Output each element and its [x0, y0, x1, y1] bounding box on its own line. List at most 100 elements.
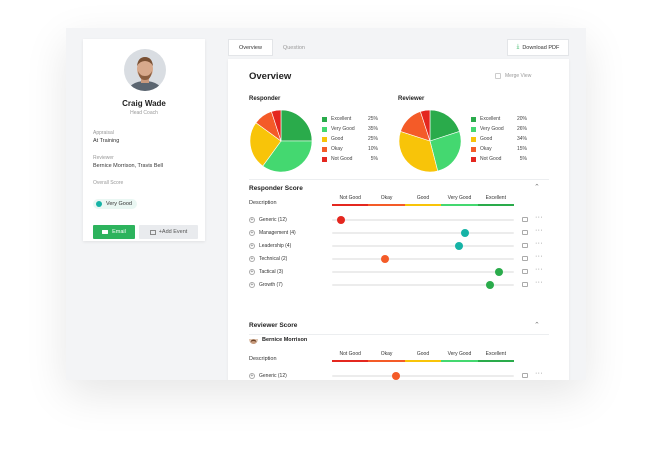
app-window: Craig Wade Head Coach Appraisal At Train… — [66, 28, 586, 380]
score-row: + Growth (7) ··· — [249, 279, 549, 289]
score-track — [332, 229, 514, 237]
reviewer-legend: Excellent 20% Very Good 26% Good 34% Okay 15% No… — [471, 116, 527, 166]
more-options-icon[interactable]: ··· — [535, 227, 543, 234]
divider — [249, 334, 549, 335]
scale-label: Excellent — [485, 195, 506, 201]
legend-swatch — [322, 136, 327, 142]
responder-pie-slice-excellent — [280, 109, 313, 142]
expand-plus-icon[interactable]: + — [249, 217, 255, 223]
profile-role: Head Coach — [130, 110, 158, 116]
more-options-icon[interactable]: ··· — [535, 266, 543, 273]
download-pdf-button[interactable]: ⤓ Download PDF — [507, 39, 569, 56]
overall-score-badge: Very Good — [93, 199, 137, 209]
comment-icon[interactable] — [522, 256, 528, 261]
score-row-label: Tactical (3) — [259, 269, 284, 275]
expand-plus-icon[interactable]: + — [249, 282, 255, 288]
score-track — [332, 216, 514, 224]
legend-value: 20% — [516, 116, 527, 122]
legend-value: 34% — [516, 136, 527, 142]
responder-pie-title: Responder — [249, 96, 281, 102]
score-track — [332, 372, 514, 380]
more-options-icon[interactable]: ··· — [535, 253, 543, 260]
reviewer-name: Bernice Morrison — [262, 337, 308, 343]
reviewer-pie-slice-very-good — [429, 131, 462, 172]
download-icon: ⤓ — [516, 44, 520, 50]
scale-label: Okay — [380, 195, 393, 201]
comment-icon[interactable] — [522, 373, 528, 378]
scale-label: Good — [416, 351, 430, 357]
score-marker[interactable] — [495, 268, 504, 276]
legend-value: 15% — [516, 146, 527, 152]
collapse-responder-chevron-up-icon[interactable]: ⌃ — [534, 184, 540, 191]
email-button[interactable]: Email — [93, 225, 135, 239]
score-marker[interactable] — [380, 255, 389, 263]
legend-swatch — [322, 156, 327, 162]
appraisal-value: At Training — [93, 138, 120, 144]
score-row-label: Generic (12) — [259, 217, 287, 223]
more-options-icon[interactable]: ··· — [535, 214, 543, 221]
more-options-icon[interactable]: ··· — [535, 240, 543, 247]
score-marker[interactable] — [391, 372, 400, 380]
merge-view-toggle[interactable]: Merge View — [495, 73, 531, 79]
score-dot-icon — [96, 201, 102, 207]
reviewer-legend-item: Very Good 26% — [471, 126, 527, 132]
reviewer-legend-item: Excellent 20% — [471, 116, 527, 122]
legend-label: Okay — [480, 146, 492, 152]
calendar-icon — [149, 229, 156, 235]
score-marker[interactable] — [486, 281, 495, 289]
score-row-label: Growth (7) — [259, 282, 283, 288]
add-event-button[interactable]: +Add Event — [139, 225, 198, 239]
score-marker[interactable] — [337, 216, 346, 224]
tab-overview[interactable]: Overview — [228, 39, 273, 56]
score-marker[interactable] — [460, 229, 469, 237]
overview-title: Overview — [249, 71, 292, 82]
divider — [249, 179, 549, 180]
expand-plus-icon[interactable]: + — [249, 269, 255, 275]
comment-icon[interactable] — [522, 230, 528, 235]
expand-plus-icon[interactable]: + — [249, 230, 255, 236]
tab-question[interactable]: Question — [282, 44, 305, 51]
score-row: + Technical (2) ··· — [249, 253, 549, 263]
responder-description-label: Description — [249, 200, 277, 206]
legend-value: 10% — [367, 146, 378, 152]
score-row: + Generic (12) ··· — [249, 370, 549, 380]
score-row: + Management (4) ··· — [249, 227, 549, 237]
comment-icon[interactable] — [522, 217, 528, 222]
legend-swatch — [471, 126, 476, 132]
appraisal-label: Appraisal — [93, 130, 114, 136]
score-row-label: Technical (2) — [259, 256, 288, 262]
score-row: + Tactical (3) ··· — [249, 266, 549, 276]
overall-score-value: Very Good — [106, 201, 132, 207]
comment-icon[interactable] — [522, 243, 528, 248]
checkbox-icon — [495, 73, 501, 79]
reviewer-pie-slice-excellent — [429, 109, 460, 142]
expand-plus-icon[interactable]: + — [249, 243, 255, 249]
legend-value: 25% — [367, 136, 378, 142]
reviewer-pie-title: Reviewer — [398, 96, 425, 102]
mail-icon — [102, 230, 109, 234]
legend-value: 5% — [370, 156, 378, 162]
reviewer-description-label: Description — [249, 356, 277, 362]
more-options-icon[interactable]: ··· — [535, 279, 543, 286]
score-track — [332, 255, 514, 263]
responder-pie-slice-good — [249, 122, 282, 167]
legend-label: Not Good — [331, 156, 353, 162]
profile-name: Craig Wade — [122, 99, 166, 108]
legend-label: Good — [331, 136, 344, 142]
legend-swatch — [471, 146, 476, 152]
score-marker[interactable] — [455, 242, 464, 250]
legend-label: Not Good — [480, 156, 502, 162]
scale-color-bar — [332, 204, 515, 206]
legend-value: 25% — [367, 116, 378, 122]
responder-legend-item: Very Good 35% — [322, 126, 378, 132]
overview-panel: Overview Merge View Responder Excellent 2… — [228, 59, 569, 380]
legend-swatch — [322, 126, 327, 132]
expand-plus-icon[interactable]: + — [249, 373, 255, 379]
expand-plus-icon[interactable]: + — [249, 256, 255, 262]
collapse-reviewer-chevron-up-icon[interactable]: ⌃ — [534, 322, 540, 329]
more-options-icon[interactable]: ··· — [535, 370, 543, 377]
scale-label: Very Good — [447, 195, 472, 201]
download-pdf-label: Download PDF — [522, 44, 560, 51]
comment-icon[interactable] — [522, 282, 528, 287]
comment-icon[interactable] — [522, 269, 528, 274]
